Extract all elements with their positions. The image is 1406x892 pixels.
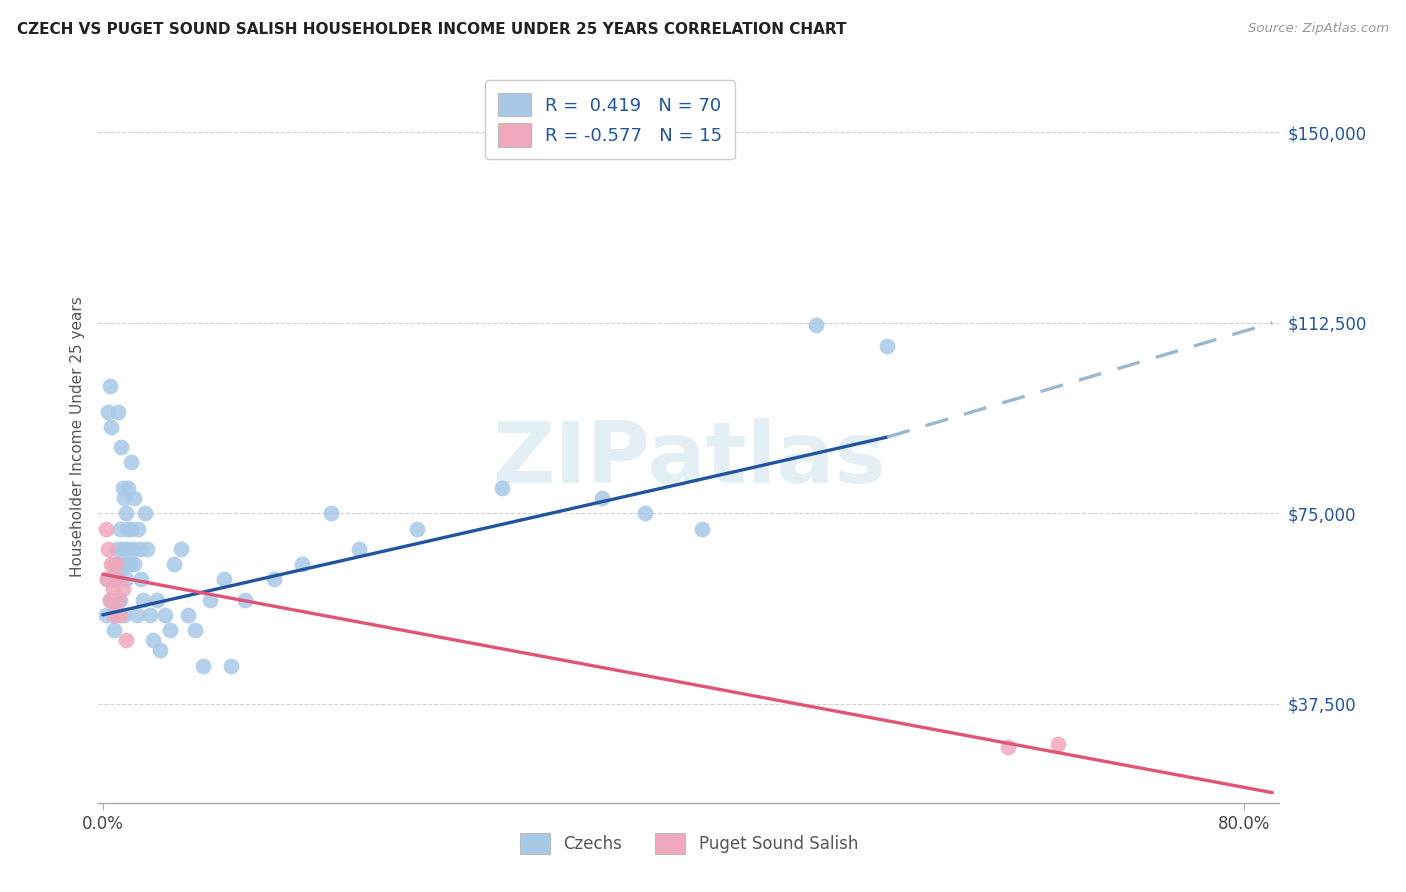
Point <box>101 607 124 622</box>
Point <box>142 633 165 648</box>
Point <box>97 541 120 556</box>
Point <box>94 521 117 535</box>
Point <box>291 557 314 571</box>
Point <box>120 455 142 469</box>
Point <box>135 541 157 556</box>
Point <box>191 658 214 673</box>
Point <box>108 607 131 622</box>
Point <box>121 541 143 556</box>
Point <box>115 557 138 571</box>
Text: CZECH VS PUGET SOUND SALISH HOUSEHOLDER INCOME UNDER 25 YEARS CORRELATION CHART: CZECH VS PUGET SOUND SALISH HOUSEHOLDER … <box>17 22 846 37</box>
Point <box>104 557 127 571</box>
Point <box>105 541 128 556</box>
Point <box>98 379 121 393</box>
Point <box>101 572 124 586</box>
Point <box>107 592 129 607</box>
Point <box>100 420 122 434</box>
Point <box>139 607 162 622</box>
Point <box>110 572 132 586</box>
Point <box>159 623 181 637</box>
Point <box>104 572 127 586</box>
Point <box>114 633 136 648</box>
Point <box>120 521 142 535</box>
Point <box>115 521 138 535</box>
Point <box>97 405 120 419</box>
Point <box>94 607 117 622</box>
Point <box>108 521 131 535</box>
Point <box>405 521 427 535</box>
Point <box>184 623 207 637</box>
Point <box>233 592 256 607</box>
Point <box>122 557 145 571</box>
Point <box>155 607 177 622</box>
Point <box>117 481 139 495</box>
Point <box>107 557 129 571</box>
Point <box>111 481 134 495</box>
Point <box>198 592 221 607</box>
Point <box>876 338 898 352</box>
Point <box>112 607 135 622</box>
Point <box>177 607 200 622</box>
Point <box>118 557 141 571</box>
Point <box>690 521 713 535</box>
Point <box>101 582 124 597</box>
Point <box>98 592 121 607</box>
Text: Source: ZipAtlas.com: Source: ZipAtlas.com <box>1249 22 1389 36</box>
Point <box>219 658 242 673</box>
Point <box>103 607 125 622</box>
Point <box>112 491 135 505</box>
Point <box>319 506 342 520</box>
Point <box>349 541 371 556</box>
Point <box>1047 738 1070 752</box>
Point <box>128 541 150 556</box>
Point <box>108 592 131 607</box>
Y-axis label: Householder Income Under 25 years: Householder Income Under 25 years <box>69 297 84 577</box>
Point <box>146 592 169 607</box>
Point <box>105 592 128 607</box>
Point <box>111 541 134 556</box>
Point <box>103 557 125 571</box>
Point <box>131 592 153 607</box>
Point <box>96 572 118 586</box>
Legend: Czechs, Puget Sound Salish: Czechs, Puget Sound Salish <box>513 827 865 860</box>
Point <box>114 506 136 520</box>
Point <box>170 541 193 556</box>
Point <box>212 572 235 586</box>
Point <box>117 541 139 556</box>
Point <box>263 572 285 586</box>
Point <box>103 623 125 637</box>
Point <box>107 405 129 419</box>
Point <box>122 491 145 505</box>
Point <box>96 572 118 586</box>
Point <box>125 607 148 622</box>
Point <box>129 572 152 586</box>
Point <box>997 739 1019 754</box>
Point <box>110 440 132 454</box>
Point <box>114 572 136 586</box>
Point <box>149 643 172 657</box>
Point <box>804 318 827 333</box>
Point <box>163 557 186 571</box>
Point <box>98 592 121 607</box>
Point <box>127 521 149 535</box>
Point <box>105 572 128 586</box>
Point <box>111 582 134 597</box>
Point <box>591 491 613 505</box>
Point <box>112 557 135 571</box>
Point <box>104 607 127 622</box>
Point <box>634 506 657 520</box>
Point <box>491 481 513 495</box>
Text: ZIPatlas: ZIPatlas <box>492 417 886 500</box>
Point <box>134 506 156 520</box>
Point <box>100 557 122 571</box>
